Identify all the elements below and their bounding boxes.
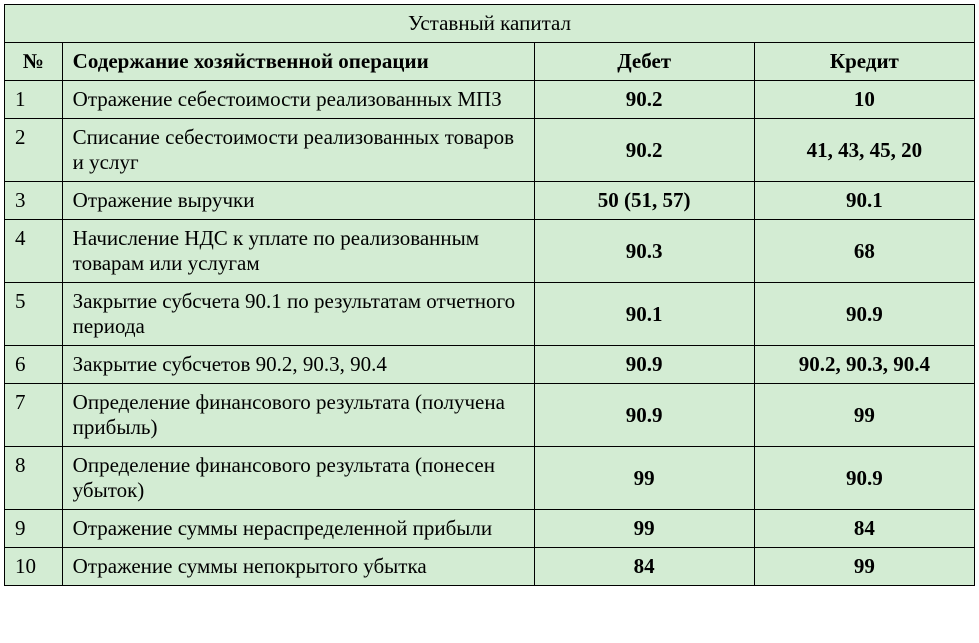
row-description: Определение финансового результата (полу…	[62, 384, 534, 447]
table-row: 2Списание себестоимости реализованных то…	[5, 119, 975, 182]
table-title: Уставный капитал	[5, 5, 975, 43]
row-description: Закрытие субсчетов 90.2, 90.3, 90.4	[62, 346, 534, 384]
row-credit: 90.9	[754, 447, 974, 510]
table-row: 4Начисление НДС к уплате по реализованны…	[5, 220, 975, 283]
row-num: 4	[5, 220, 63, 283]
row-num: 3	[5, 182, 63, 220]
row-description: Отражение себестоимости реализованных МП…	[62, 81, 534, 119]
table-row: 6Закрытие субсчетов 90.2, 90.3, 90.490.9…	[5, 346, 975, 384]
header-debit: Дебет	[534, 43, 754, 81]
row-num: 10	[5, 548, 63, 586]
table-row: 10Отражение суммы непокрытого убытка8499	[5, 548, 975, 586]
row-debit: 90.2	[534, 81, 754, 119]
row-credit: 68	[754, 220, 974, 283]
row-description: Отражение выручки	[62, 182, 534, 220]
row-num: 9	[5, 510, 63, 548]
table-row: 8Определение финансового результата (пон…	[5, 447, 975, 510]
row-credit: 99	[754, 384, 974, 447]
table-header-row: № Содержание хозяйственной операции Дебе…	[5, 43, 975, 81]
row-debit: 99	[534, 510, 754, 548]
row-description: Отражение суммы нераспределенной прибыли	[62, 510, 534, 548]
row-credit: 10	[754, 81, 974, 119]
row-num: 6	[5, 346, 63, 384]
table-row: 9Отражение суммы нераспределенной прибыл…	[5, 510, 975, 548]
row-credit: 90.1	[754, 182, 974, 220]
table-row: 3Отражение выручки50 (51, 57)90.1	[5, 182, 975, 220]
row-description: Отражение суммы непокрытого убытка	[62, 548, 534, 586]
row-credit: 90.2, 90.3, 90.4	[754, 346, 974, 384]
accounting-table: Уставный капитал № Содержание хозяйствен…	[4, 4, 975, 586]
row-debit: 84	[534, 548, 754, 586]
row-description: Начисление НДС к уплате по реализованным…	[62, 220, 534, 283]
header-credit: Кредит	[754, 43, 974, 81]
row-description: Закрытие субсчета 90.1 по результатам от…	[62, 283, 534, 346]
row-credit: 90.9	[754, 283, 974, 346]
header-num: №	[5, 43, 63, 81]
row-num: 8	[5, 447, 63, 510]
row-num: 1	[5, 81, 63, 119]
row-debit: 50 (51, 57)	[534, 182, 754, 220]
row-debit: 90.3	[534, 220, 754, 283]
row-credit: 99	[754, 548, 974, 586]
table-row: 1Отражение себестоимости реализованных М…	[5, 81, 975, 119]
row-credit: 41, 43, 45, 20	[754, 119, 974, 182]
row-debit: 99	[534, 447, 754, 510]
row-num: 5	[5, 283, 63, 346]
row-credit: 84	[754, 510, 974, 548]
table-row: 5Закрытие субсчета 90.1 по результатам о…	[5, 283, 975, 346]
row-debit: 90.9	[534, 384, 754, 447]
table-title-row: Уставный капитал	[5, 5, 975, 43]
table-body: 1Отражение себестоимости реализованных М…	[5, 81, 975, 586]
table-row: 7Определение финансового результата (пол…	[5, 384, 975, 447]
row-debit: 90.9	[534, 346, 754, 384]
row-description: Списание себестоимости реализованных тов…	[62, 119, 534, 182]
row-num: 7	[5, 384, 63, 447]
row-description: Определение финансового результата (поне…	[62, 447, 534, 510]
row-debit: 90.2	[534, 119, 754, 182]
header-description: Содержание хозяйственной операции	[62, 43, 534, 81]
row-debit: 90.1	[534, 283, 754, 346]
row-num: 2	[5, 119, 63, 182]
